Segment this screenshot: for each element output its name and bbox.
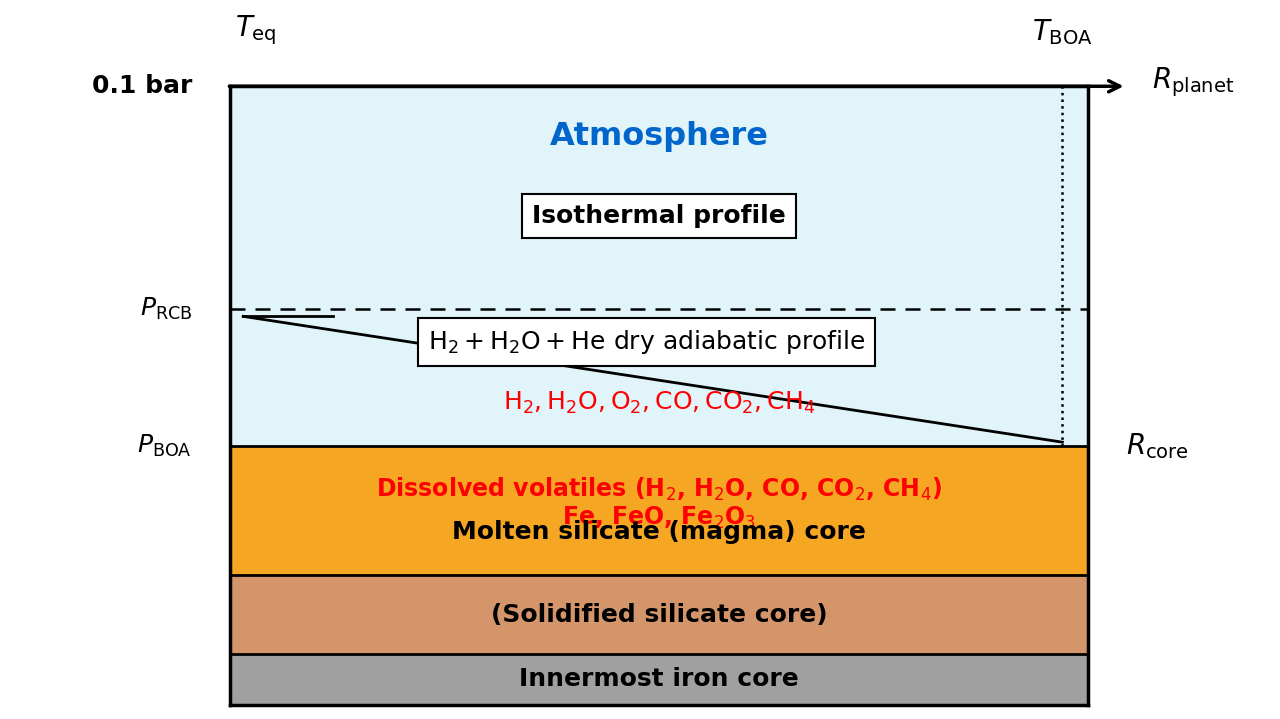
- Text: $R_\mathrm{core}$: $R_\mathrm{core}$: [1126, 431, 1189, 461]
- FancyBboxPatch shape: [230, 446, 1088, 575]
- FancyBboxPatch shape: [230, 654, 1088, 705]
- Text: $P_\mathrm{RCB}$: $P_\mathrm{RCB}$: [140, 296, 192, 322]
- Text: $T_\mathrm{BOA}$: $T_\mathrm{BOA}$: [1032, 17, 1093, 47]
- Text: $\mathrm{H_2 + H_2O + He\ dry\ adiabatic\ profile}$: $\mathrm{H_2 + H_2O + He\ dry\ adiabatic…: [428, 328, 865, 355]
- FancyBboxPatch shape: [230, 86, 1088, 446]
- Text: 0.1 bar: 0.1 bar: [92, 74, 192, 99]
- Text: Dissolved volatiles (H$_2$, H$_2$O, CO, CO$_2$, CH$_4$): Dissolved volatiles (H$_2$, H$_2$O, CO, …: [376, 475, 942, 503]
- Text: Fe, FeO, Fe$_2$O$_3$: Fe, FeO, Fe$_2$O$_3$: [562, 505, 756, 531]
- FancyBboxPatch shape: [230, 575, 1088, 654]
- Text: Molten silicate (magma) core: Molten silicate (magma) core: [452, 520, 867, 544]
- Text: $T_\mathrm{eq}$: $T_\mathrm{eq}$: [236, 13, 276, 47]
- Text: Isothermal profile: Isothermal profile: [532, 203, 786, 228]
- Text: Atmosphere: Atmosphere: [550, 121, 768, 152]
- Text: Innermost iron core: Innermost iron core: [520, 667, 799, 692]
- Text: $P_\mathrm{BOA}$: $P_\mathrm{BOA}$: [137, 433, 192, 459]
- Text: $R_\mathrm{planet}$: $R_\mathrm{planet}$: [1152, 66, 1234, 99]
- Text: $\mathrm{H_2, H_2O, O_2, CO, CO_2, CH_4}$: $\mathrm{H_2, H_2O, O_2, CO, CO_2, CH_4}…: [503, 390, 815, 416]
- Text: (Solidified silicate core): (Solidified silicate core): [492, 603, 827, 627]
